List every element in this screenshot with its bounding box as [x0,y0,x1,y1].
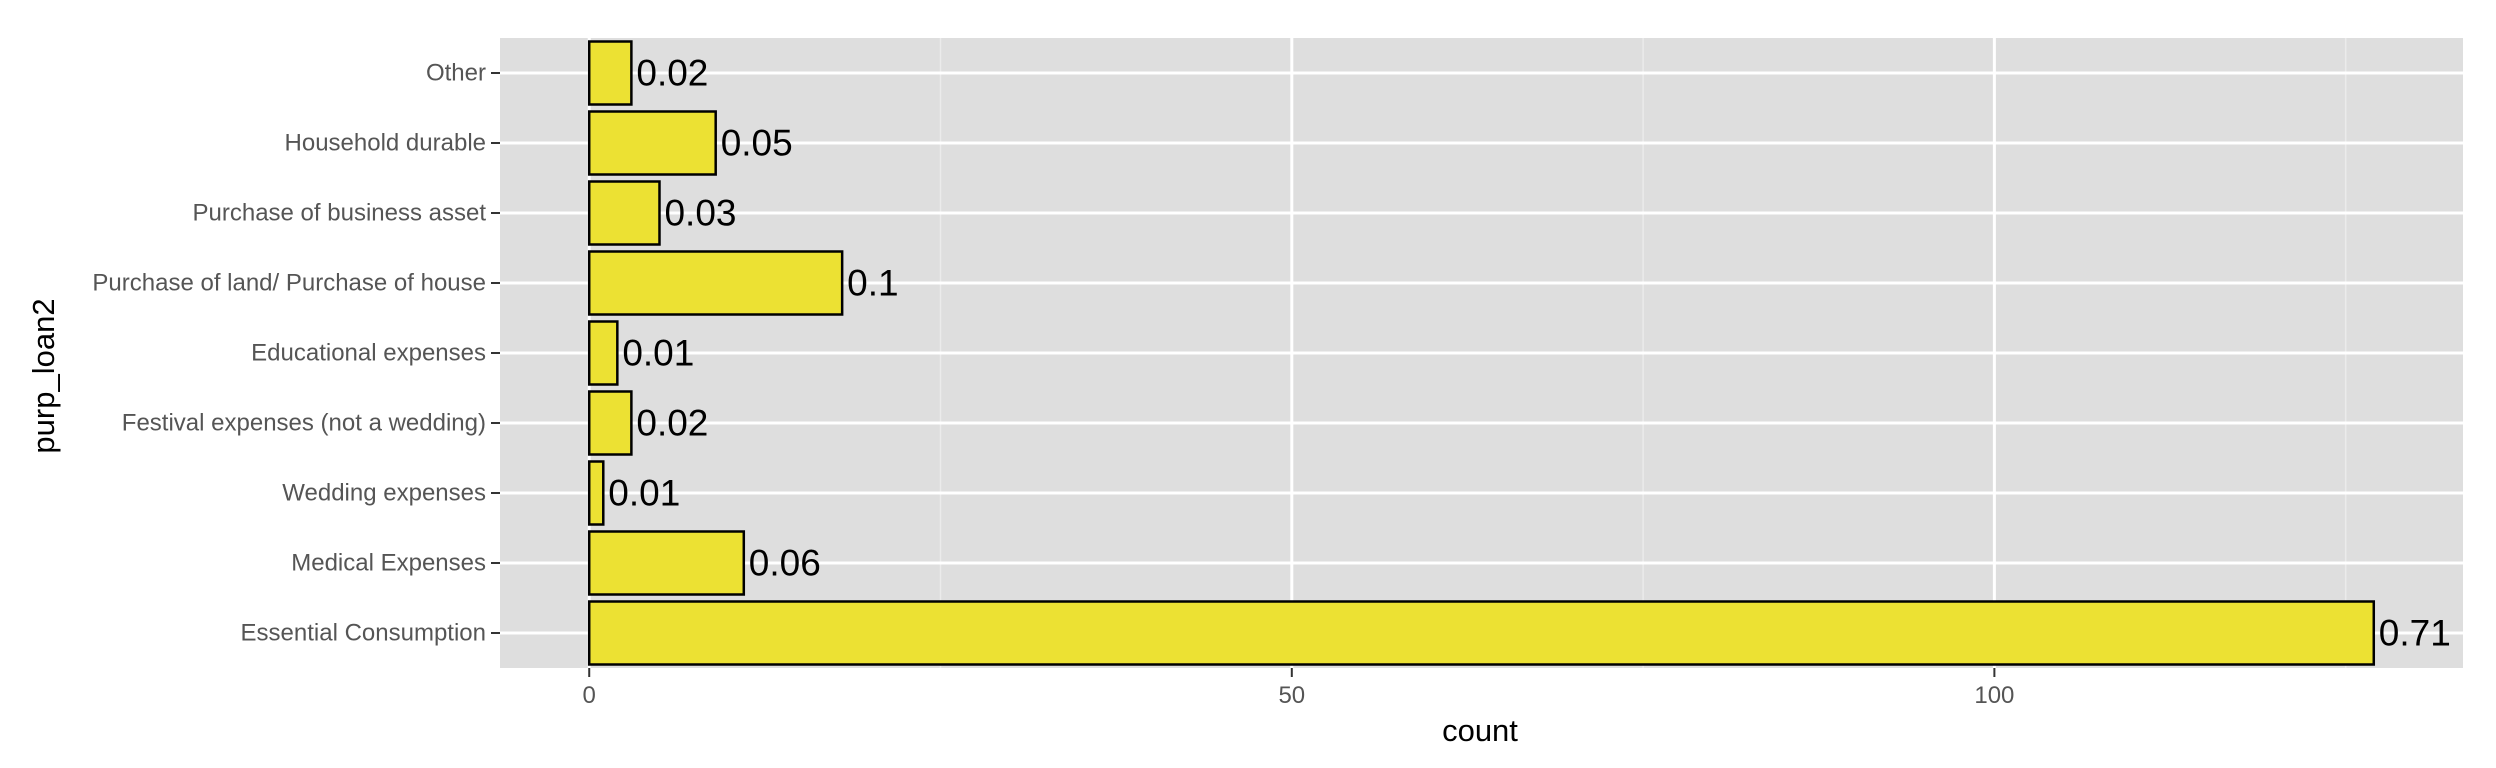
x-tick-label-1: 50 [1278,682,1305,709]
x-tick-label-0: 0 [583,682,596,709]
y-axis-title: purp_loan2 [26,298,61,453]
x-tick-label-2: 100 [1974,682,2014,709]
x-axis: 0 50 100 [583,668,2014,709]
data-labels: 0.71 0.06 0.01 0.02 0.01 0.1 0.03 0.05 0.02 [608,53,2451,654]
bars [587,40,2376,666]
bar-3 [587,390,633,456]
bar-0 [587,600,2376,666]
y-tick-label-8: Other [426,60,486,87]
y-tick-label-4: Educational expenses [251,340,486,367]
data-label-4: 0.01 [622,333,694,374]
y-tick-label-6: Purchase of business asset [193,200,487,227]
y-tick-label-7: Household durable [285,130,486,157]
y-tick-label-5: Purchase of land/ Purchase of house [92,270,486,297]
y-tick-label-3: Festival expenses (not a wedding) [122,410,486,437]
bar-8 [587,40,633,106]
data-label-0: 0.71 [2379,613,2451,654]
y-tick-label-1: Medical Expenses [291,550,486,577]
data-label-5: 0.1 [847,263,898,304]
bar-4 [587,320,619,386]
bar-5 [587,250,844,316]
bar-6 [587,180,661,246]
data-label-8: 0.02 [636,53,708,94]
data-label-1: 0.06 [749,543,821,584]
data-label-2: 0.01 [608,473,680,514]
y-tick-label-0: Essential Consumption [241,620,486,647]
data-label-6: 0.03 [664,193,736,234]
y-axis: Essential Consumption Medical Expenses Wed… [92,60,500,647]
grid-lines [500,38,2463,668]
data-label-7: 0.05 [721,123,793,164]
bar-1 [587,530,746,596]
x-axis-title: count [1442,713,1518,748]
data-label-3: 0.02 [636,403,708,444]
y-tick-label-2: Wedding expenses [282,480,486,507]
bar-7 [587,110,717,176]
bar-2 [587,460,605,526]
